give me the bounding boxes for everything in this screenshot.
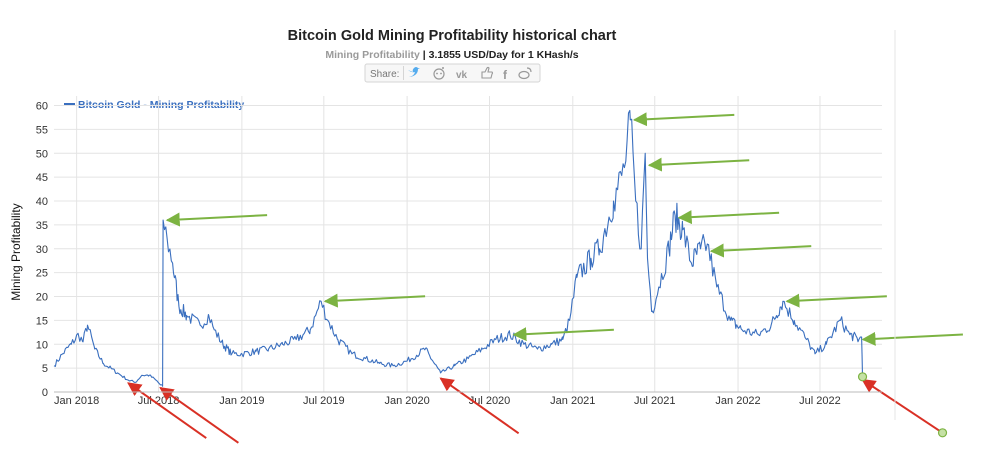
share-label: Share: (370, 69, 399, 80)
red-arrow (439, 377, 520, 435)
like-icon[interactable] (481, 66, 494, 79)
x-tick-label: Jul 2019 (303, 395, 345, 407)
y-axis-label: Mining Profitability (9, 203, 23, 300)
weibo-icon[interactable] (518, 67, 532, 80)
y-tick-label: 20 (36, 292, 48, 304)
legend: Bitcoin Gold - Mining Profitability (64, 99, 244, 111)
green-arrow (647, 157, 750, 172)
current-value-marker (857, 372, 868, 382)
y-tick-label: 0 (42, 387, 48, 399)
vk-icon[interactable]: vk (456, 70, 468, 81)
y-tick-label: 55 (36, 124, 48, 136)
reddit-icon[interactable] (433, 67, 445, 80)
x-tick-label: Jan 2019 (219, 395, 264, 407)
green-arrow (861, 331, 963, 346)
y-tick-label: 40 (36, 196, 48, 208)
x-tick-labels: Jan 2018 Jul 2018 Jan 2019 Jul 2019 Jan 2020… (54, 395, 841, 407)
series-line (53, 109, 864, 387)
y-tick-label: 25 (36, 268, 48, 280)
subtitle-separator: | (420, 49, 429, 61)
y-tick-label: 50 (36, 148, 48, 160)
y-tick-label: 5 (42, 363, 48, 375)
share-divider (403, 66, 404, 80)
chart-title: Bitcoin Gold Mining Profitability histor… (288, 28, 617, 44)
x-tick-label: Jul 2022 (799, 395, 841, 407)
green-arrow (785, 293, 887, 308)
twitter-icon[interactable] (408, 67, 420, 77)
y-tick-labels: 0 5 10 15 20 25 30 35 40 45 50 55 60 (36, 101, 48, 399)
green-arrow (165, 212, 268, 227)
y-tick-label: 15 (36, 315, 48, 327)
red-arrow (127, 382, 207, 439)
x-tick-label: Jul 2020 (469, 395, 511, 407)
series-group (53, 109, 864, 387)
grid (54, 96, 882, 393)
subtitle-value: 3.1855 USD/Day for 1 KHash/s (429, 49, 579, 61)
y-tick-label: 10 (36, 339, 48, 351)
svg-text:f: f (503, 68, 508, 82)
x-tick-label: Jan 2018 (54, 395, 99, 407)
x-tick-label: Jul 2021 (634, 395, 676, 407)
facebook-icon[interactable]: f (503, 68, 508, 82)
subtitle-metric: Mining Profitability (325, 49, 420, 61)
green-arrow (323, 293, 426, 308)
svg-text:vk: vk (456, 70, 468, 81)
annotation-arrows (127, 112, 963, 444)
y-tick-label: 45 (36, 172, 48, 184)
x-tick-label: Jan 2021 (550, 395, 595, 407)
y-tick-label: 35 (36, 220, 48, 232)
x-tick-label: Jan 2022 (715, 395, 760, 407)
share-bar: Share: vk f (364, 63, 541, 83)
chart-subtitle: Mining Profitability | 3.1855 USD/Day fo… (325, 49, 578, 61)
green-arrow (632, 112, 735, 127)
red-arrow (159, 387, 239, 444)
arrow-tail-dot (937, 428, 948, 438)
green-arrow (512, 327, 614, 342)
x-tick-label: Jan 2020 (384, 395, 429, 407)
green-arrow (709, 243, 812, 258)
legend-label: Bitcoin Gold - Mining Profitability (78, 99, 244, 111)
green-arrow (677, 210, 780, 225)
red-arrow (861, 378, 944, 434)
y-tick-label: 60 (36, 101, 48, 113)
y-tick-label: 30 (36, 244, 48, 256)
share-bar-frame (364, 63, 541, 83)
